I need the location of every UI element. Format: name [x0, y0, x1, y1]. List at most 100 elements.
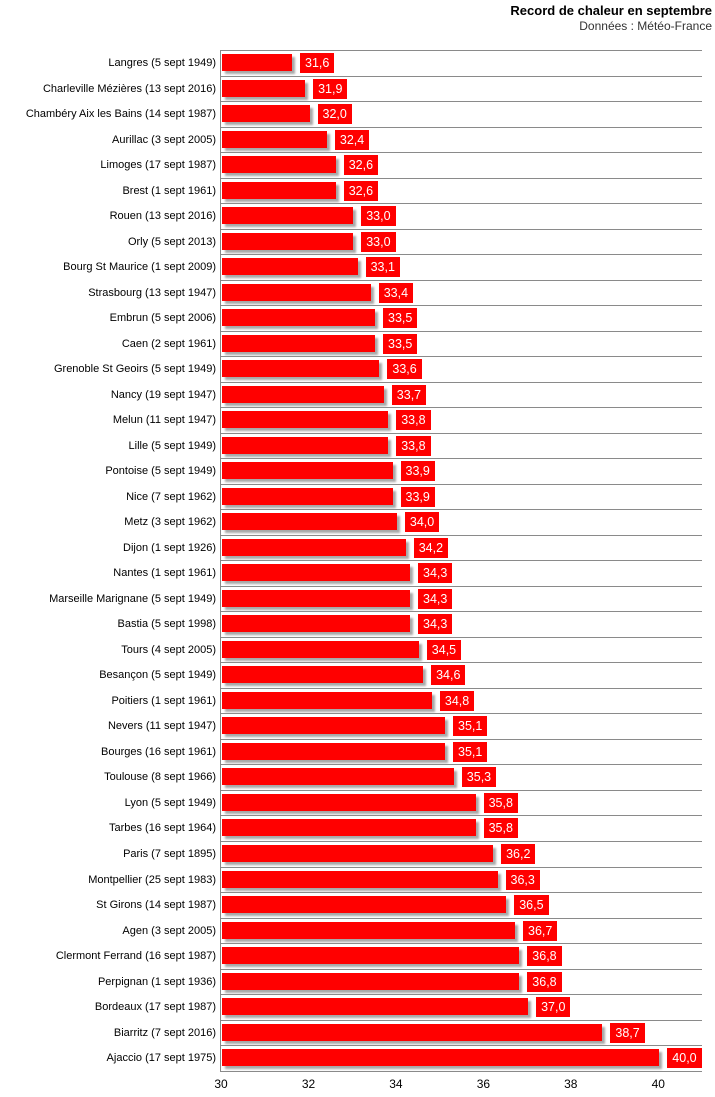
x-axis: 30 32 34 36 38 40	[214, 1077, 702, 1097]
chart-row: Orly (5 sept 2013) 33,0	[0, 230, 702, 256]
bar	[222, 283, 371, 301]
plot-area: Langres (5 sept 1949) 31,6 Charleville Méz…	[0, 51, 702, 1072]
chart-row: Bourges (16 sept 1961) 35,1	[0, 740, 702, 766]
value-label: 35,1	[453, 741, 488, 762]
x-tick-label: 36	[476, 1077, 491, 1091]
bar	[222, 385, 384, 403]
row-plot-cell: 33,6	[221, 357, 702, 383]
x-tick-label: 32	[301, 1077, 316, 1091]
value-label: 33,6	[387, 359, 422, 380]
category-label: Bourges (16 sept 1961)	[101, 745, 216, 758]
value-label: 33,0	[361, 231, 396, 252]
row-plot-cell: 33,8	[221, 434, 702, 460]
value-label: 34,3	[418, 563, 453, 584]
chart-row: Clermont Ferrand (16 sept 1987) 36,8	[0, 944, 702, 970]
bar	[222, 130, 327, 148]
row-plot-cell: 33,9	[221, 485, 702, 511]
row-plot-cell: 34,3	[221, 587, 702, 613]
bar	[222, 589, 410, 607]
row-plot-cell: 33,0	[221, 230, 702, 256]
chart-row: Nancy (19 sept 1947) 33,7	[0, 383, 702, 409]
bar	[222, 258, 358, 276]
row-plot-cell: 31,6	[221, 51, 702, 77]
chart-row: Poitiers (1 sept 1961) 34,8	[0, 689, 702, 715]
row-plot-cell: 36,7	[221, 919, 702, 945]
row-plot-cell: 35,3	[221, 765, 702, 791]
category-label: Perpignan (1 sept 1936)	[97, 975, 216, 988]
bar	[222, 972, 520, 990]
value-label: 33,1	[365, 257, 400, 278]
value-label: 32,0	[317, 104, 352, 125]
chart-row: Ajaccio (17 sept 1975) 40,0	[0, 1046, 702, 1072]
bar	[222, 742, 445, 760]
value-label: 35,3	[461, 767, 497, 788]
chart-row: Grenoble St Geoirs (5 sept 1949) 33,6	[0, 357, 702, 383]
value-label: 31,6	[300, 53, 335, 73]
bar	[222, 793, 476, 811]
bar	[222, 309, 375, 327]
bar	[222, 640, 419, 658]
value-label: 34,3	[418, 588, 453, 609]
category-label: Orly (5 sept 2013)	[127, 235, 216, 248]
bar	[222, 691, 432, 709]
category-label: Besançon (5 sept 1949)	[99, 669, 216, 682]
category-label: Marseille Marignane (5 sept 1949)	[49, 592, 216, 605]
bar	[222, 768, 454, 786]
bar	[222, 360, 380, 378]
category-label: Langres (5 sept 1949)	[108, 57, 216, 69]
value-label: 33,8	[396, 435, 431, 456]
chart-row: Brest (1 sept 1961) 32,6	[0, 179, 702, 205]
bar	[222, 156, 336, 174]
category-label: Ajaccio (17 sept 1975)	[106, 1052, 216, 1065]
chart-row: Pontoise (5 sept 1949) 33,9	[0, 459, 702, 485]
value-label: 36,3	[505, 869, 540, 890]
value-label: 34,6	[431, 665, 466, 686]
chart-row: Toulouse (8 sept 1966) 35,3	[0, 765, 702, 791]
chart-row: Chambéry Aix les Bains (14 sept 1987) 32,…	[0, 102, 702, 128]
chart-row: Embrun (5 sept 2006) 33,5	[0, 306, 702, 332]
value-label: 36,8	[527, 946, 562, 967]
category-label: Bordeaux (17 sept 1987)	[94, 1001, 216, 1014]
value-label: 38,7	[610, 1022, 645, 1043]
value-label: 36,5	[514, 895, 549, 916]
value-label: 33,8	[396, 410, 431, 431]
value-label: 32,4	[334, 129, 370, 150]
chart-row: Besançon (5 sept 1949) 34,6	[0, 663, 702, 689]
category-label: Biarritz (7 sept 2016)	[113, 1026, 216, 1039]
bar	[222, 436, 389, 454]
chart-row: Charleville Mézières (13 sept 2016) 31,9	[0, 77, 702, 103]
chart-title: Record de chaleur en septembre	[510, 3, 712, 18]
row-plot-cell: 34,3	[221, 561, 702, 587]
value-label: 33,4	[378, 282, 414, 303]
bar	[222, 870, 498, 888]
row-plot-cell: 35,8	[221, 816, 702, 842]
value-label: 40,0	[667, 1048, 702, 1069]
row-plot-cell: 34,5	[221, 638, 702, 664]
category-label: Metz (3 sept 1962)	[124, 516, 216, 529]
chart-row: Lyon (5 sept 1949) 35,8	[0, 791, 702, 817]
row-plot-cell: 36,2	[221, 842, 702, 868]
chart-row: Tours (4 sept 2005) 34,5	[0, 638, 702, 664]
row-plot-cell: 35,1	[221, 714, 702, 740]
row-plot-cell: 33,4	[221, 281, 702, 307]
chart-row: Metz (3 sept 1962) 34,0	[0, 510, 702, 536]
row-plot-cell: 34,8	[221, 689, 702, 715]
bar	[222, 896, 507, 914]
bar	[222, 207, 354, 225]
row-plot-cell: 34,0	[221, 510, 702, 536]
bar	[222, 564, 410, 582]
row-plot-cell: 36,5	[221, 893, 702, 919]
category-label: Rouen (13 sept 2016)	[109, 210, 216, 223]
category-label: Agen (3 sept 2005)	[122, 924, 216, 937]
value-label: 32,6	[343, 155, 379, 176]
value-label: 34,8	[439, 690, 475, 711]
category-label: Brest (1 sept 1961)	[122, 184, 216, 197]
bar	[222, 487, 393, 505]
bar	[222, 998, 529, 1016]
chart-row: Limoges (17 sept 1987) 32,6	[0, 153, 702, 179]
chart-row: Paris (7 sept 1895) 36,2	[0, 842, 702, 868]
chart-row: Montpellier (25 sept 1983) 36,3	[0, 868, 702, 894]
row-plot-cell: 32,6	[221, 179, 702, 205]
category-label: Caen (2 sept 1961)	[121, 337, 216, 350]
chart-row: Bordeaux (17 sept 1987) 37,0	[0, 995, 702, 1021]
